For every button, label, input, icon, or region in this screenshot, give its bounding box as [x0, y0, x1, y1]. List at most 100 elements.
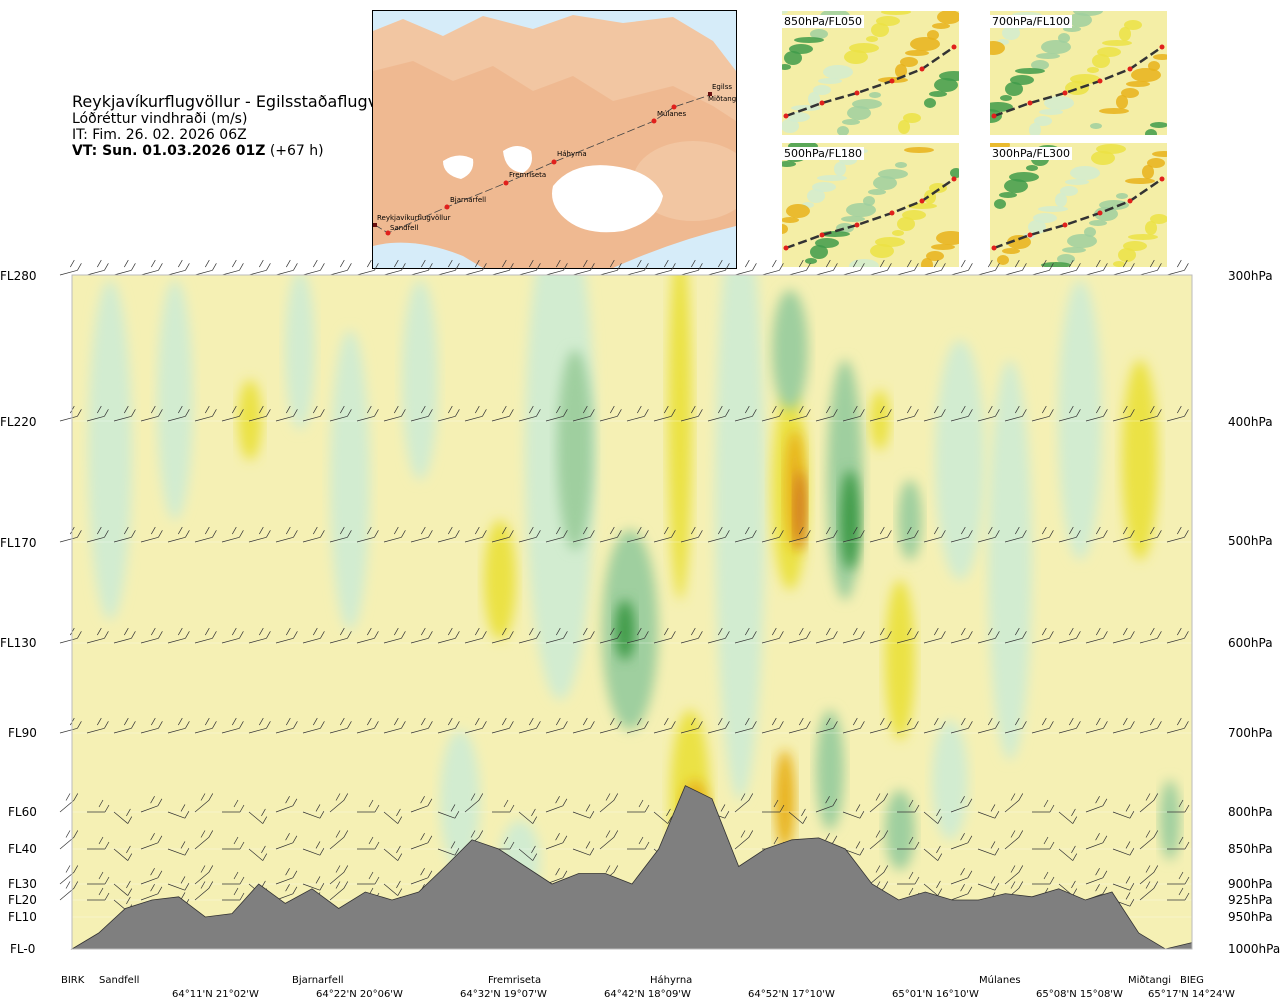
mini-field-cell: [999, 192, 1017, 198]
mini-field-cell: [1041, 40, 1071, 54]
level-map-700: 700hPa/FL100: [990, 11, 1167, 135]
wind-barb: [1058, 627, 1081, 644]
wind-barb: [59, 259, 82, 276]
wind-barb: [977, 259, 1000, 276]
wind-barb: [734, 405, 757, 422]
wind-barb: [302, 526, 325, 543]
mini-field-cell: [1026, 165, 1038, 171]
velocity-cell: [870, 390, 890, 450]
wind-barb: [545, 526, 568, 543]
mini-field-cell: [1090, 123, 1102, 129]
mini-field-cell: [898, 120, 910, 134]
wind-barb: [1058, 808, 1078, 824]
fl-label-30: FL30: [8, 877, 37, 891]
mini-field-cell: [782, 161, 796, 167]
mini-field-cell: [1002, 26, 1020, 40]
mini-route-marker: [889, 210, 895, 216]
wind-barb: [896, 717, 919, 734]
wind-barb: [140, 884, 163, 901]
hpa-label-850: 850hPa: [1228, 842, 1273, 856]
wind-barb: [113, 808, 133, 824]
wind-barb: [410, 868, 433, 885]
wind-barb: [707, 627, 730, 644]
wind-barb: [1166, 717, 1189, 734]
mini-route-line: [785, 45, 955, 118]
wind-barb: [464, 405, 487, 422]
mini-route-marker: [1127, 198, 1133, 204]
wind-barb: [383, 405, 406, 422]
wind-barb: [869, 627, 892, 644]
mini-field-cell: [1009, 172, 1039, 182]
wind-barb: [383, 808, 403, 824]
wind-barb: [680, 526, 703, 543]
mini-field-cell: [842, 119, 860, 125]
wind-barb: [410, 833, 433, 850]
wind-barb: [842, 405, 865, 422]
wind-barb: [626, 526, 649, 543]
mini-field-cell: [905, 50, 929, 56]
mini-field-cell: [1036, 53, 1060, 59]
wind-barb: [1085, 833, 1108, 850]
wind-barb: [194, 526, 217, 543]
wind-barb: [1032, 871, 1055, 885]
mini-field-cell: [1041, 262, 1071, 267]
wind-barb: [572, 841, 595, 856]
mini-route-marker: [1027, 232, 1033, 238]
wind-barb: [923, 627, 946, 644]
wind-barb: [869, 526, 892, 543]
map-marker-hahyrna: [551, 159, 557, 165]
wind-barb: [653, 405, 676, 422]
wind-barb: [1058, 717, 1081, 734]
mini-field-cell: [1038, 206, 1068, 212]
mini-field-cell: [1058, 33, 1070, 43]
mini-field-cell: [900, 57, 918, 67]
mini-route-marker: [991, 113, 997, 119]
mini-field-cell: [866, 36, 878, 42]
mini-route-marker: [783, 245, 789, 251]
wind-barb: [572, 717, 595, 734]
wind-barb: [626, 405, 649, 422]
mini-field-cell: [1145, 221, 1157, 235]
wind-barb: [707, 259, 730, 276]
wind-barb: [1004, 830, 1024, 850]
wind-barb: [626, 627, 649, 644]
lead-time: (+67 h): [269, 143, 324, 159]
mini-field-cell: [807, 189, 825, 203]
mini-field-cell: [1152, 151, 1167, 157]
coord-1: 64°11'N 21°02'W: [172, 989, 259, 1000]
map-marker-bjarnarfell: [444, 204, 450, 210]
mini-field-cell: [1031, 60, 1049, 70]
wind-barb: [897, 836, 920, 850]
hpa-label-600: 600hPa: [1228, 636, 1273, 650]
wind-barb: [194, 881, 214, 901]
map-label-sandfell: Sandfell: [390, 224, 418, 232]
wind-barb: [194, 793, 214, 813]
variable-label: Lóðréttur vindhraði (m/s): [72, 111, 248, 127]
wind-barb: [815, 627, 838, 644]
level-map-300: 300hPa/FL300: [990, 143, 1167, 267]
mini-route-marker: [889, 78, 895, 84]
wind-barb: [86, 526, 109, 543]
mini-route-marker: [1159, 176, 1165, 182]
mini-field-cell: [990, 102, 1013, 112]
wind-barb: [1139, 405, 1162, 422]
wind-barb: [491, 627, 514, 644]
wind-barb: [977, 526, 1000, 543]
wind-barb: [222, 799, 245, 813]
level-map-700-label: 700hPa/FL100: [990, 15, 1073, 28]
route-map-drawing: Reykjavíkurflugvöllur Sandfell Bjarnarfe…: [373, 15, 736, 268]
wind-barb: [221, 526, 244, 543]
valid-time-line: VT: Sun. 01.03.2026 01Z (+67 h): [72, 143, 324, 159]
mini-route-marker: [919, 66, 925, 72]
wind-barb: [842, 526, 865, 543]
mini-field-cell: [994, 199, 1006, 209]
wind-barb: [194, 627, 217, 644]
wind-barb: [329, 830, 349, 850]
wind-barb: [761, 717, 784, 734]
mini-field-cell: [1000, 95, 1012, 101]
wind-barb: [356, 259, 379, 276]
mini-field-cell: [892, 230, 904, 236]
wind-barb: [1139, 793, 1159, 813]
wind-barb: [410, 405, 433, 422]
wind-barb: [329, 717, 352, 734]
